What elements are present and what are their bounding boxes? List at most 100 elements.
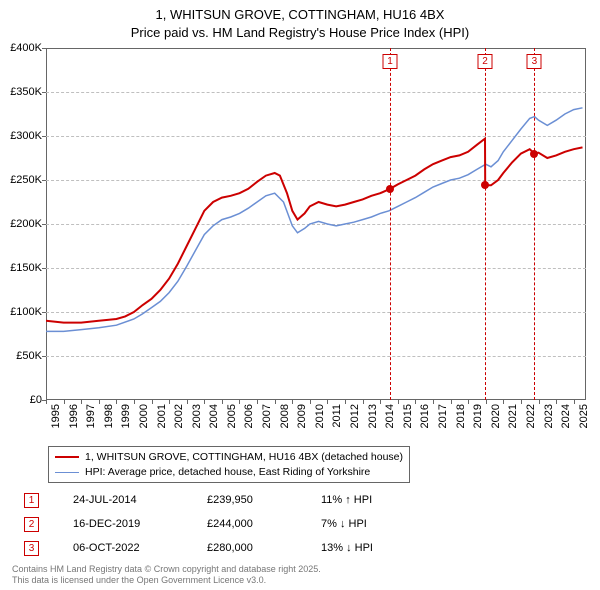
x-axis-label: 2010 bbox=[314, 404, 326, 428]
x-tick bbox=[415, 400, 416, 404]
legend-item: HPI: Average price, detached house, East… bbox=[55, 465, 403, 480]
tx-price: £239,950 bbox=[207, 494, 287, 506]
x-tick bbox=[169, 400, 170, 404]
title-line-2: Price paid vs. HM Land Registry's House … bbox=[0, 24, 600, 42]
legend-box: 1, WHITSUN GROVE, COTTINGHAM, HU16 4BX (… bbox=[48, 446, 410, 483]
x-axis-label: 2016 bbox=[419, 404, 431, 428]
x-axis-label: 2011 bbox=[331, 404, 343, 428]
x-tick bbox=[486, 400, 487, 404]
x-tick bbox=[468, 400, 469, 404]
series-price_paid bbox=[46, 139, 583, 323]
x-tick bbox=[134, 400, 135, 404]
y-axis-label: £150K bbox=[0, 262, 42, 274]
y-axis-label: £300K bbox=[0, 130, 42, 142]
table-row: 1 24-JUL-2014 £239,950 11% ↑ HPI bbox=[24, 488, 411, 512]
x-axis-label: 2004 bbox=[208, 404, 220, 428]
x-tick bbox=[503, 400, 504, 404]
x-axis-label: 2019 bbox=[472, 404, 484, 428]
legend-swatch bbox=[55, 472, 79, 473]
x-tick bbox=[275, 400, 276, 404]
chart-container: 1, WHITSUN GROVE, COTTINGHAM, HU16 4BX P… bbox=[0, 0, 600, 590]
x-axis-label: 2006 bbox=[243, 404, 255, 428]
x-axis-label: 2022 bbox=[525, 404, 537, 428]
marker-label: 3 bbox=[527, 54, 542, 69]
x-axis-label: 2020 bbox=[490, 404, 502, 428]
marker-box-icon: 3 bbox=[24, 541, 39, 556]
x-axis-label: 2015 bbox=[402, 404, 414, 428]
x-axis-label: 1996 bbox=[68, 404, 80, 428]
x-axis-label: 1999 bbox=[120, 404, 132, 428]
x-axis-label: 2002 bbox=[173, 404, 185, 428]
x-axis-label: 2003 bbox=[191, 404, 203, 428]
tx-price: £280,000 bbox=[207, 542, 287, 554]
x-axis-label: 2018 bbox=[455, 404, 467, 428]
marker-box-icon: 2 bbox=[24, 517, 39, 532]
table-row: 2 16-DEC-2019 £244,000 7% ↓ HPI bbox=[24, 512, 411, 536]
x-axis-label: 2017 bbox=[437, 404, 449, 428]
x-tick bbox=[451, 400, 452, 404]
x-tick bbox=[292, 400, 293, 404]
tx-date: 24-JUL-2014 bbox=[73, 494, 173, 506]
x-tick bbox=[222, 400, 223, 404]
x-tick bbox=[152, 400, 153, 404]
x-tick bbox=[556, 400, 557, 404]
y-axis-label: £100K bbox=[0, 306, 42, 318]
marker-box-icon: 1 bbox=[24, 493, 39, 508]
x-axis-label: 2012 bbox=[349, 404, 361, 428]
y-axis-label: £200K bbox=[0, 218, 42, 230]
marker-line bbox=[485, 48, 486, 400]
x-tick bbox=[310, 400, 311, 404]
tx-price: £244,000 bbox=[207, 518, 287, 530]
x-tick bbox=[380, 400, 381, 404]
tx-date: 16-DEC-2019 bbox=[73, 518, 173, 530]
x-axis-label: 2009 bbox=[296, 404, 308, 428]
y-axis-label: £0 bbox=[0, 394, 42, 406]
marker-point bbox=[481, 181, 489, 189]
tx-date: 06-OCT-2022 bbox=[73, 542, 173, 554]
marker-line bbox=[390, 48, 391, 400]
footer-line-2: This data is licensed under the Open Gov… bbox=[12, 575, 321, 586]
marker-line bbox=[534, 48, 535, 400]
chart-title-block: 1, WHITSUN GROVE, COTTINGHAM, HU16 4BX P… bbox=[0, 0, 600, 41]
x-axis-label: 2005 bbox=[226, 404, 238, 428]
chart-plot-area: 1 2 3 bbox=[46, 48, 586, 400]
x-tick bbox=[99, 400, 100, 404]
y-axis-label: £50K bbox=[0, 350, 42, 362]
marker-label: 2 bbox=[478, 54, 493, 69]
x-axis-label: 2000 bbox=[138, 404, 150, 428]
footer-line-1: Contains HM Land Registry data © Crown c… bbox=[12, 564, 321, 575]
x-axis-label: 2023 bbox=[543, 404, 555, 428]
legend-swatch bbox=[55, 456, 79, 458]
tx-hpi: 13% ↓ HPI bbox=[321, 542, 411, 554]
x-axis-label: 2021 bbox=[507, 404, 519, 428]
y-axis-label: £250K bbox=[0, 174, 42, 186]
x-tick bbox=[257, 400, 258, 404]
x-tick bbox=[64, 400, 65, 404]
marker-point bbox=[386, 185, 394, 193]
legend-label: 1, WHITSUN GROVE, COTTINGHAM, HU16 4BX (… bbox=[85, 450, 403, 465]
x-axis-label: 2024 bbox=[560, 404, 572, 428]
x-axis-label: 2001 bbox=[156, 404, 168, 428]
x-axis-label: 2025 bbox=[578, 404, 590, 428]
marker-label: 1 bbox=[383, 54, 398, 69]
x-tick bbox=[187, 400, 188, 404]
x-tick bbox=[239, 400, 240, 404]
x-tick bbox=[81, 400, 82, 404]
x-tick bbox=[116, 400, 117, 404]
x-axis-label: 2014 bbox=[384, 404, 396, 428]
transaction-table: 1 24-JUL-2014 £239,950 11% ↑ HPI 2 16-DE… bbox=[24, 488, 411, 560]
marker-point bbox=[530, 150, 538, 158]
x-tick bbox=[398, 400, 399, 404]
x-tick bbox=[363, 400, 364, 404]
legend-label: HPI: Average price, detached house, East… bbox=[85, 465, 370, 480]
x-tick bbox=[539, 400, 540, 404]
x-tick bbox=[46, 400, 47, 404]
x-tick bbox=[327, 400, 328, 404]
x-axis-label: 1997 bbox=[85, 404, 97, 428]
x-axis-label: 2013 bbox=[367, 404, 379, 428]
x-tick bbox=[574, 400, 575, 404]
tx-hpi: 11% ↑ HPI bbox=[321, 494, 411, 506]
tx-hpi: 7% ↓ HPI bbox=[321, 518, 411, 530]
chart-svg bbox=[46, 48, 586, 400]
x-tick bbox=[521, 400, 522, 404]
